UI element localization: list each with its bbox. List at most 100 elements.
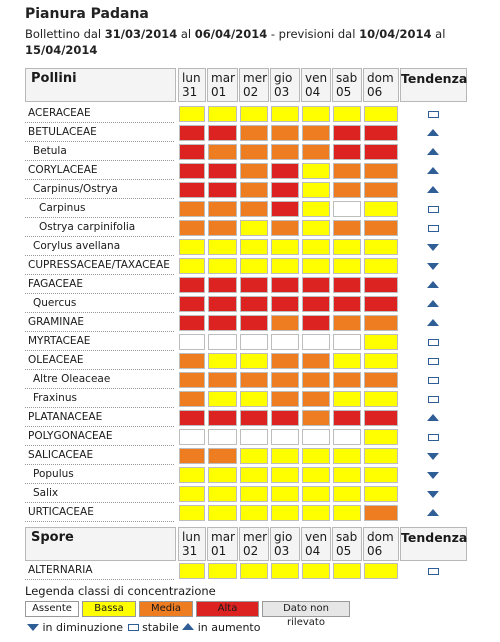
day-header-mar: mar 01: [207, 68, 238, 102]
page-title: Pianura Padana: [25, 6, 149, 22]
day-name: lun: [182, 530, 201, 544]
concentration-cell-mid: [302, 391, 330, 407]
trend-up-label: in aumento: [197, 621, 261, 634]
day-date: 03: [274, 544, 290, 558]
bulletin-prefix: Bollettino dal: [25, 27, 102, 41]
concentration-cell-low: [208, 486, 237, 502]
concentration-cell-absent: [208, 334, 237, 350]
row-divider: [25, 179, 174, 180]
concentration-cell-low: [179, 486, 205, 502]
triangle-down-icon: [427, 261, 439, 271]
concentration-cell-low: [179, 563, 205, 579]
concentration-cell-low: [302, 163, 330, 179]
concentration-cell-low: [240, 505, 268, 521]
concentration-cell-low: [271, 448, 299, 464]
concentration-cell-low: [271, 239, 299, 255]
day-header-mer: mer 02: [239, 68, 269, 102]
concentration-cell-low: [333, 563, 361, 579]
concentration-cell-mid: [179, 220, 205, 236]
day-name: gio: [274, 530, 293, 544]
row-divider: [25, 502, 174, 503]
concentration-cell-low: [333, 391, 361, 407]
concentration-cell-high: [208, 125, 237, 141]
concentration-cell-mid: [208, 220, 237, 236]
concentration-cell-mid: [240, 144, 268, 160]
row-divider: [25, 312, 174, 313]
concentration-cell-mid: [271, 315, 299, 331]
concentration-cell-low: [271, 505, 299, 521]
concentration-cell-low: [208, 106, 237, 122]
row-label: Populus: [33, 468, 74, 480]
day-date: 03: [274, 85, 290, 99]
day-header-mer: mer 02: [239, 527, 269, 561]
trend-header: Tendenza: [400, 68, 467, 102]
concentration-cell-mid: [364, 182, 398, 198]
concentration-cell-low: [208, 563, 237, 579]
row-label: Salix: [33, 487, 59, 499]
concentration-cell-mid: [271, 391, 299, 407]
concentration-cell-mid: [271, 144, 299, 160]
concentration-cell-low: [179, 505, 205, 521]
concentration-cell-low: [179, 106, 205, 122]
rectangle-stable-icon: [427, 109, 439, 119]
day-header-ven: ven 04: [301, 527, 331, 561]
legend-not-detected: Dato non rilevato: [262, 601, 350, 628]
concentration-cell-high: [364, 410, 398, 426]
concentration-cell-low: [271, 486, 299, 502]
row-label: GRAMINAE: [28, 316, 85, 328]
concentration-cell-absent: [271, 334, 299, 350]
concentration-cell-mid: [271, 125, 299, 141]
trend-down-label: in diminuzione: [42, 621, 124, 634]
concentration-cell-high: [179, 315, 205, 331]
concentration-cell-mid: [302, 353, 330, 369]
concentration-cell-mid: [179, 201, 205, 217]
concentration-cell-mid: [333, 163, 361, 179]
day-header-lun: lun 31: [178, 527, 206, 561]
concentration-cell-high: [179, 277, 205, 293]
concentration-cell-low: [208, 239, 237, 255]
triangle-up-icon: [427, 128, 439, 138]
concentration-cell-low: [302, 106, 330, 122]
triangle-up-icon: [427, 318, 439, 328]
concentration-cell-low: [179, 239, 205, 255]
concentration-cell-high: [208, 182, 237, 198]
row-label: FAGACEAE: [28, 278, 83, 290]
triangle-up-icon: [427, 508, 439, 518]
concentration-cell-low: [240, 391, 268, 407]
row-divider: [25, 388, 174, 389]
trend-stable-label: stabile: [142, 621, 179, 634]
concentration-cell-low: [364, 563, 398, 579]
concentration-cell-absent: [179, 334, 205, 350]
row-divider: [25, 141, 174, 142]
concentration-cell-high: [364, 277, 398, 293]
row-label: CORYLACEAE: [28, 164, 98, 176]
row-label: ALTERNARIA: [28, 564, 93, 576]
concentration-cell-mid: [179, 372, 205, 388]
concentration-cell-mid: [240, 163, 268, 179]
concentration-cell-low: [271, 258, 299, 274]
row-divider: [25, 255, 174, 256]
concentration-cell-mid: [271, 353, 299, 369]
concentration-cell-high: [208, 277, 237, 293]
day-name: mer: [243, 71, 268, 85]
concentration-cell-high: [208, 315, 237, 331]
concentration-cell-mid: [333, 220, 361, 236]
concentration-cell-mid: [302, 372, 330, 388]
row-label: Ostrya carpinifolia: [39, 221, 136, 233]
legend-high: Alta: [196, 601, 259, 617]
day-header-sab: sab 05: [332, 68, 362, 102]
day-header-gio: gio 03: [270, 527, 300, 561]
concentration-cell-mid: [179, 353, 205, 369]
concentration-cell-mid: [333, 182, 361, 198]
trend-legend: in diminuzione stabile in aumento: [27, 621, 260, 634]
bulletin-to-date: 06/04/2014: [194, 27, 268, 41]
bulletin-period: Bollettino dal 31/03/2014 al 06/04/2014 …: [25, 26, 475, 58]
pollen-header: Pollini: [25, 68, 176, 102]
concentration-cell-low: [302, 182, 330, 198]
concentration-cell-mid: [364, 220, 398, 236]
concentration-cell-high: [240, 315, 268, 331]
concentration-cell-high: [333, 410, 361, 426]
concentration-cell-high: [364, 144, 398, 160]
row-divider: [25, 579, 174, 580]
concentration-cell-low: [240, 448, 268, 464]
